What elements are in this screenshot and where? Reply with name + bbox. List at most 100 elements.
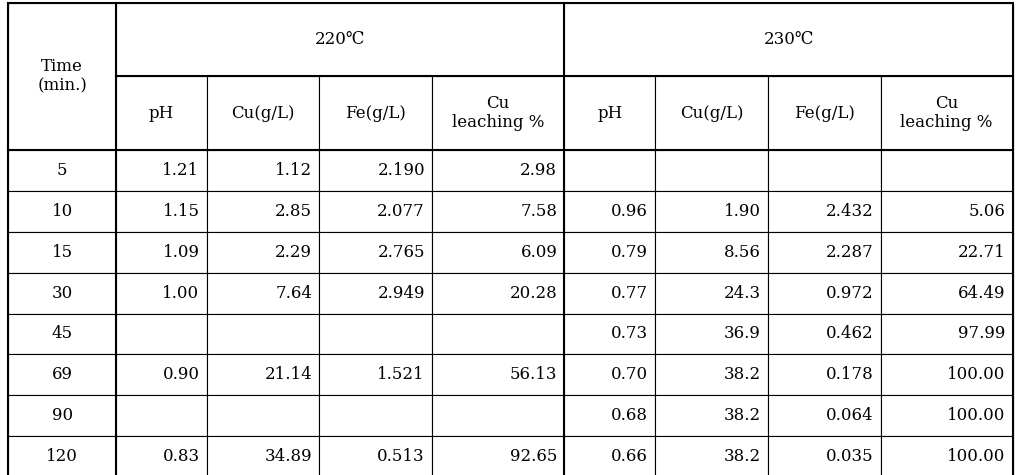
Bar xyxy=(206,314,320,354)
Bar xyxy=(655,395,768,436)
Text: 0.513: 0.513 xyxy=(378,448,425,465)
Text: 20.28: 20.28 xyxy=(509,285,557,302)
Text: pH: pH xyxy=(597,105,623,122)
Bar xyxy=(768,436,880,475)
Text: 2.190: 2.190 xyxy=(378,162,425,179)
Bar xyxy=(565,354,655,395)
Text: pH: pH xyxy=(149,105,174,122)
Text: 0.064: 0.064 xyxy=(826,407,873,424)
Bar xyxy=(116,232,206,273)
Bar xyxy=(432,354,565,395)
Text: 5.06: 5.06 xyxy=(969,203,1006,220)
Text: 2.287: 2.287 xyxy=(826,244,873,261)
Text: 0.96: 0.96 xyxy=(611,203,648,220)
Text: Cu
leaching %: Cu leaching % xyxy=(452,95,544,131)
Text: 2.765: 2.765 xyxy=(378,244,425,261)
Bar xyxy=(432,150,565,191)
Bar xyxy=(768,395,880,436)
Bar xyxy=(320,395,432,436)
Bar xyxy=(655,314,768,354)
Text: 100.00: 100.00 xyxy=(947,407,1006,424)
Bar xyxy=(880,76,1013,150)
Text: Fe(g/L): Fe(g/L) xyxy=(345,105,406,122)
Bar xyxy=(320,232,432,273)
Bar xyxy=(880,395,1013,436)
Text: 0.79: 0.79 xyxy=(611,244,648,261)
Text: 5: 5 xyxy=(57,162,67,179)
Text: 1.12: 1.12 xyxy=(275,162,312,179)
Bar xyxy=(116,273,206,314)
Bar xyxy=(320,273,432,314)
Bar xyxy=(432,436,565,475)
Text: 1.21: 1.21 xyxy=(162,162,199,179)
Text: 38.2: 38.2 xyxy=(724,366,761,383)
Bar xyxy=(768,76,880,150)
Bar xyxy=(116,150,206,191)
Bar xyxy=(320,150,432,191)
Bar xyxy=(565,395,655,436)
Bar xyxy=(116,395,206,436)
Bar xyxy=(206,436,320,475)
Bar xyxy=(768,191,880,232)
Bar xyxy=(880,232,1013,273)
Text: 34.89: 34.89 xyxy=(264,448,312,465)
Text: 0.73: 0.73 xyxy=(611,325,648,342)
Text: 2.949: 2.949 xyxy=(378,285,425,302)
Text: 22.71: 22.71 xyxy=(958,244,1006,261)
Bar xyxy=(565,232,655,273)
Bar xyxy=(8,3,116,150)
Text: 0.90: 0.90 xyxy=(162,366,199,383)
Text: 38.2: 38.2 xyxy=(724,448,761,465)
Bar xyxy=(320,354,432,395)
Text: 220℃: 220℃ xyxy=(314,31,366,48)
Bar xyxy=(565,150,655,191)
Text: 1.00: 1.00 xyxy=(162,285,199,302)
Text: Cu(g/L): Cu(g/L) xyxy=(680,105,743,122)
Text: 0.70: 0.70 xyxy=(611,366,648,383)
Bar xyxy=(565,3,1013,76)
Text: Cu(g/L): Cu(g/L) xyxy=(232,105,295,122)
Text: 1.15: 1.15 xyxy=(162,203,199,220)
Bar xyxy=(432,395,565,436)
Text: 0.66: 0.66 xyxy=(611,448,648,465)
Bar xyxy=(655,191,768,232)
Text: 100.00: 100.00 xyxy=(947,366,1006,383)
Text: 2.85: 2.85 xyxy=(276,203,312,220)
Bar xyxy=(432,314,565,354)
Text: 90: 90 xyxy=(51,407,72,424)
Bar xyxy=(8,314,116,354)
Bar xyxy=(655,354,768,395)
Text: 1.09: 1.09 xyxy=(162,244,199,261)
Text: 56.13: 56.13 xyxy=(509,366,557,383)
Text: 0.035: 0.035 xyxy=(826,448,873,465)
Text: 0.462: 0.462 xyxy=(826,325,873,342)
Bar xyxy=(880,150,1013,191)
Text: 15: 15 xyxy=(51,244,72,261)
Bar xyxy=(8,273,116,314)
Text: 21.14: 21.14 xyxy=(264,366,312,383)
Bar xyxy=(8,436,116,475)
Text: 0.83: 0.83 xyxy=(162,448,199,465)
Bar xyxy=(116,76,206,150)
Text: 64.49: 64.49 xyxy=(958,285,1006,302)
Bar xyxy=(880,436,1013,475)
Bar xyxy=(565,273,655,314)
Bar xyxy=(655,232,768,273)
Text: 7.64: 7.64 xyxy=(276,285,312,302)
Bar xyxy=(320,191,432,232)
Bar xyxy=(768,232,880,273)
Text: 38.2: 38.2 xyxy=(724,407,761,424)
Bar xyxy=(8,395,116,436)
Text: Fe(g/L): Fe(g/L) xyxy=(793,105,855,122)
Text: 10: 10 xyxy=(51,203,72,220)
Text: 7.58: 7.58 xyxy=(521,203,557,220)
Text: 1.521: 1.521 xyxy=(378,366,425,383)
Bar xyxy=(320,436,432,475)
Bar xyxy=(206,354,320,395)
Bar xyxy=(116,436,206,475)
Bar xyxy=(206,76,320,150)
Bar xyxy=(432,191,565,232)
Bar xyxy=(768,273,880,314)
Text: 2.29: 2.29 xyxy=(276,244,312,261)
Bar xyxy=(320,314,432,354)
